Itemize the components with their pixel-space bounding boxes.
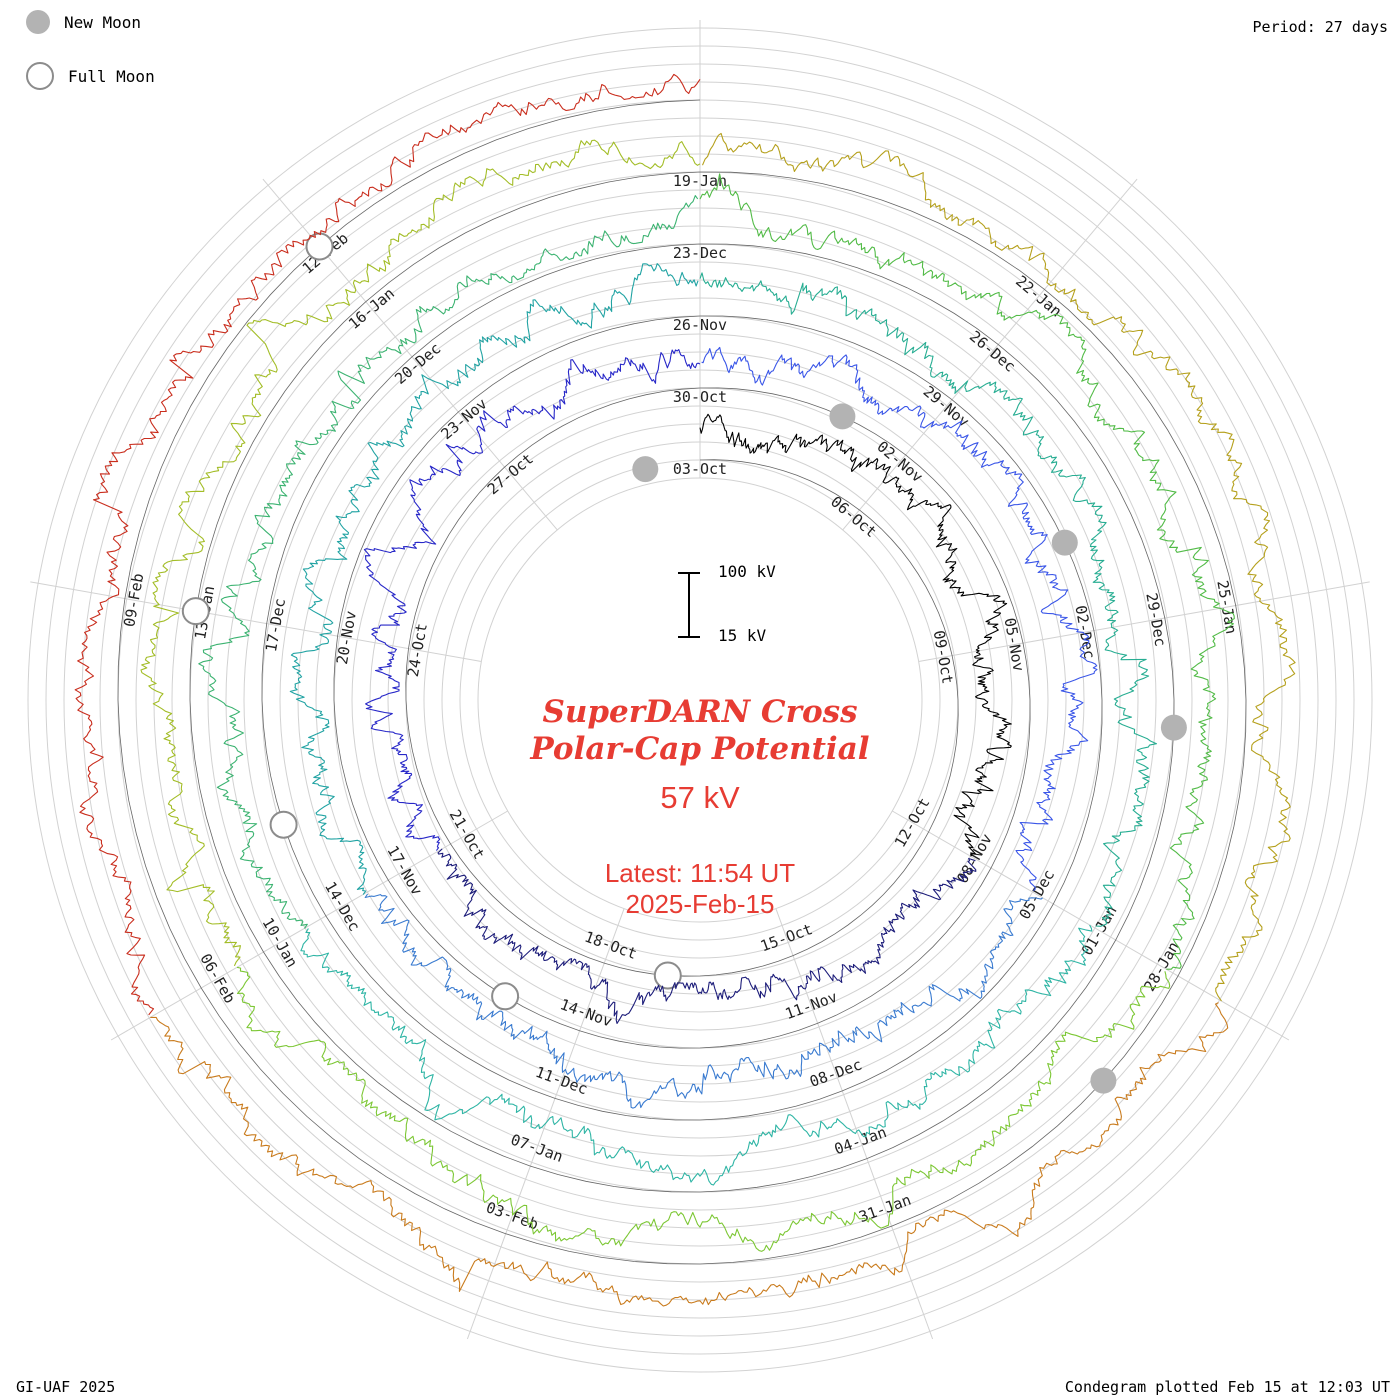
full-moon-icon <box>26 62 54 90</box>
trace-segment <box>289 263 699 895</box>
scale-label-100kv: 100 kV <box>718 562 776 581</box>
trace-segment <box>74 73 701 1016</box>
period-label: Period: 27 days <box>1252 18 1388 36</box>
chart-title: SuperDARN Cross Polar-Cap Potential <box>0 694 1400 768</box>
trace-segment <box>437 848 977 1024</box>
legend-row-new-moon: New Moon <box>26 8 155 36</box>
date-label: 09-Feb <box>120 572 147 628</box>
date-label: 30-Oct <box>673 388 727 406</box>
latest-info: Latest: 11:54 UT 2025-Feb-15 <box>0 858 1400 920</box>
date-label: 24-Oct <box>404 622 431 678</box>
trace-segment <box>701 132 1296 1002</box>
grid-spoke <box>842 178 1138 531</box>
new-moon-marker <box>632 456 659 483</box>
new-moon-marker <box>1051 529 1078 556</box>
new-moon-marker <box>829 403 856 430</box>
trace-segment <box>699 413 1012 857</box>
trace-segment <box>300 924 1093 1186</box>
moon-legend: New Moon Full Moon <box>26 8 155 116</box>
date-label: 19-Jan <box>673 172 727 190</box>
date-label: 29-Dec <box>1142 591 1169 647</box>
moon-markers <box>181 232 1187 1094</box>
grid-spoke <box>110 810 508 1041</box>
grid-spoke <box>892 810 1290 1041</box>
date-label: 16-Jan <box>345 284 398 333</box>
date-label: 11-Dec <box>533 1063 590 1098</box>
credit-label: GI-UAF 2025 <box>16 1378 116 1396</box>
new-moon-icon <box>26 10 50 34</box>
date-label: 03-Oct <box>673 460 727 478</box>
trace-segment <box>140 139 701 967</box>
date-label: 06-Feb <box>196 951 239 1007</box>
full-moon-marker <box>269 810 298 839</box>
trace-segment <box>363 349 701 851</box>
full-moon-marker <box>653 961 682 990</box>
legend-row-full-moon: Full Moon <box>26 62 155 90</box>
baseline-spiral <box>117 99 1247 1265</box>
latest-date: 2025-Feb-15 <box>625 889 775 919</box>
new-moon-label: New Moon <box>64 12 142 32</box>
grid-spoke <box>918 581 1370 662</box>
full-moon-marker <box>491 982 520 1011</box>
potential-trace <box>74 73 1296 1307</box>
grid-spoke <box>30 581 482 662</box>
date-label: 25-Jan <box>1213 579 1240 635</box>
trace-segment <box>236 966 1171 1252</box>
date-label: 18-Oct <box>582 928 639 963</box>
polar-grid <box>27 20 1373 1373</box>
date-label: 06-Oct <box>827 493 880 542</box>
date-label: 02-Nov <box>873 437 926 486</box>
trace-segment <box>364 893 1043 1109</box>
date-label: 27-Oct <box>484 450 537 499</box>
new-moon-marker <box>1160 714 1187 741</box>
date-label: 17-Dec <box>262 597 289 653</box>
trace-segment <box>699 173 1235 970</box>
date-label: 14-Nov <box>558 995 615 1030</box>
date-label: 15-Oct <box>758 920 815 955</box>
date-label: 26-Dec <box>966 327 1019 376</box>
date-label: 10-Jan <box>259 915 302 971</box>
new-moon-marker <box>1090 1067 1117 1094</box>
latest-time: Latest: 11:54 UT <box>604 858 796 888</box>
date-label: 09-Oct <box>930 629 957 685</box>
scale-label-15kv: 15 kV <box>718 626 767 645</box>
full-moon-marker <box>181 597 210 626</box>
date-label: 23-Dec <box>673 244 727 262</box>
full-moon-label: Full Moon <box>68 66 155 86</box>
full-moon-marker <box>305 232 334 261</box>
scale-bar <box>678 572 700 638</box>
current-value: 57 kV <box>660 780 740 815</box>
grid-spoke <box>775 908 934 1340</box>
chart-title-line2: Polar-Cap Potential <box>530 731 870 767</box>
date-label: 05-Nov <box>1001 616 1028 672</box>
date-label: 20-Nov <box>333 609 360 665</box>
trace-segment <box>701 346 1098 891</box>
date-label: 07-Jan <box>508 1130 565 1165</box>
date-label: 02-Dec <box>1071 604 1098 660</box>
plotted-label: Condegram plotted Feb 15 at 12:03 UT <box>1064 1378 1390 1396</box>
date-label: 26-Nov <box>673 316 727 334</box>
trace-segment <box>699 272 1158 927</box>
trace-segment <box>150 1002 1229 1307</box>
trace-segment <box>198 195 699 929</box>
chart-title-line1: SuperDARN Cross <box>542 694 858 730</box>
